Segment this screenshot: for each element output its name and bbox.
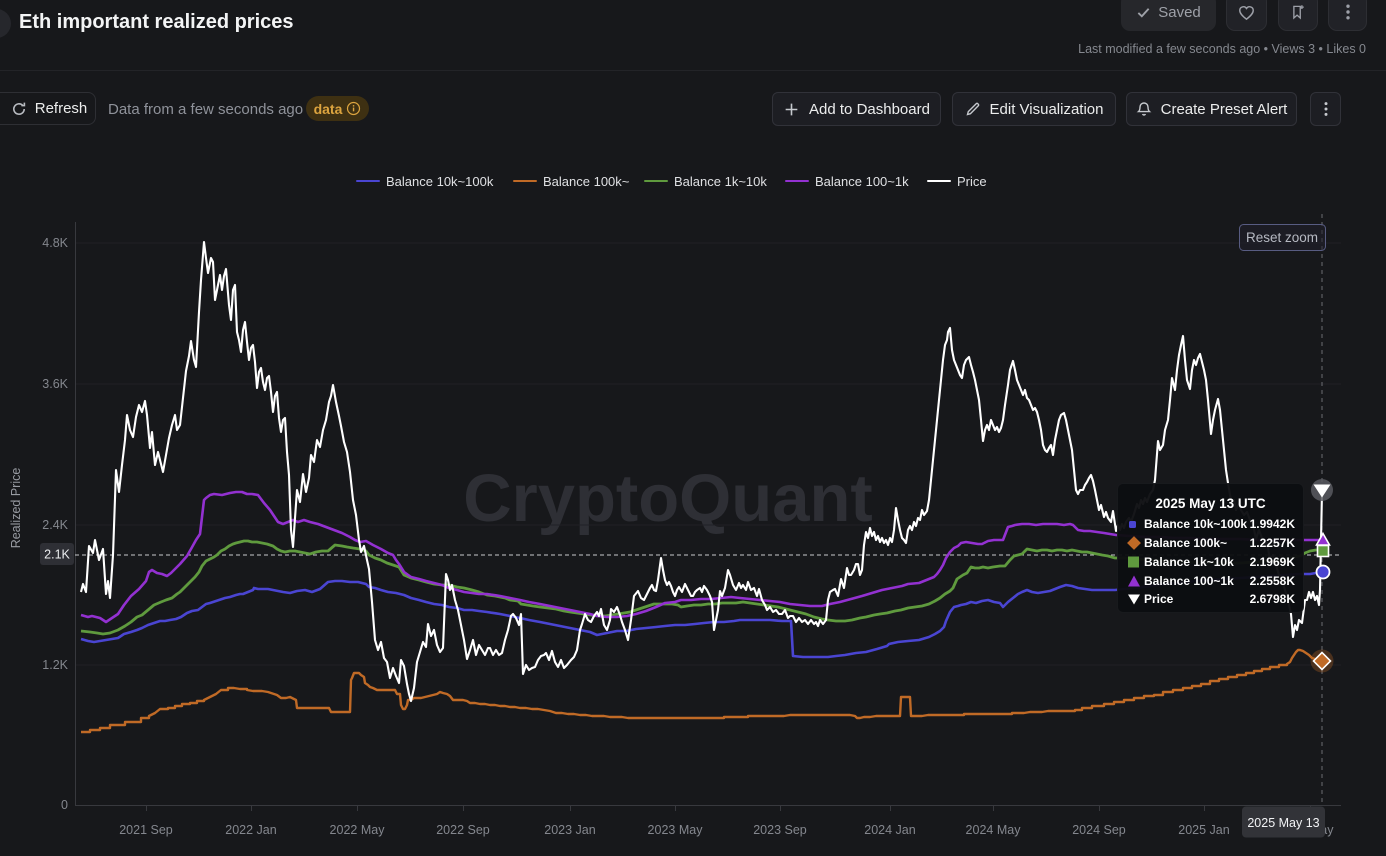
svg-text:2023 Sep: 2023 Sep xyxy=(753,823,807,837)
svg-text:2021 Sep: 2021 Sep xyxy=(119,823,173,837)
svg-text:Realized Price: Realized Price xyxy=(9,468,23,549)
svg-text:Reset zoom: Reset zoom xyxy=(1246,230,1318,245)
svg-text:2024 Sep: 2024 Sep xyxy=(1072,823,1126,837)
svg-text:2023 May: 2023 May xyxy=(648,823,704,837)
svg-text:3.6K: 3.6K xyxy=(42,377,68,391)
svg-text:2.4K: 2.4K xyxy=(42,518,68,532)
svg-text:2022 Sep: 2022 Sep xyxy=(436,823,490,837)
svg-text:2024 May: 2024 May xyxy=(966,823,1022,837)
svg-text:2024 Jan: 2024 Jan xyxy=(864,823,915,837)
svg-text:2025 May 13: 2025 May 13 xyxy=(1247,816,1319,830)
svg-text:2023 Jan: 2023 Jan xyxy=(544,823,595,837)
svg-text:0: 0 xyxy=(61,798,68,812)
svg-text:2022 Jan: 2022 Jan xyxy=(225,823,276,837)
svg-text:2.1K: 2.1K xyxy=(44,548,70,562)
svg-text:4.8K: 4.8K xyxy=(42,236,68,250)
svg-text:1.2K: 1.2K xyxy=(42,658,68,672)
svg-text:2025 Jan: 2025 Jan xyxy=(1178,823,1229,837)
svg-text:2022 May: 2022 May xyxy=(330,823,386,837)
svg-text:CryptoQuant: CryptoQuant xyxy=(463,461,872,536)
